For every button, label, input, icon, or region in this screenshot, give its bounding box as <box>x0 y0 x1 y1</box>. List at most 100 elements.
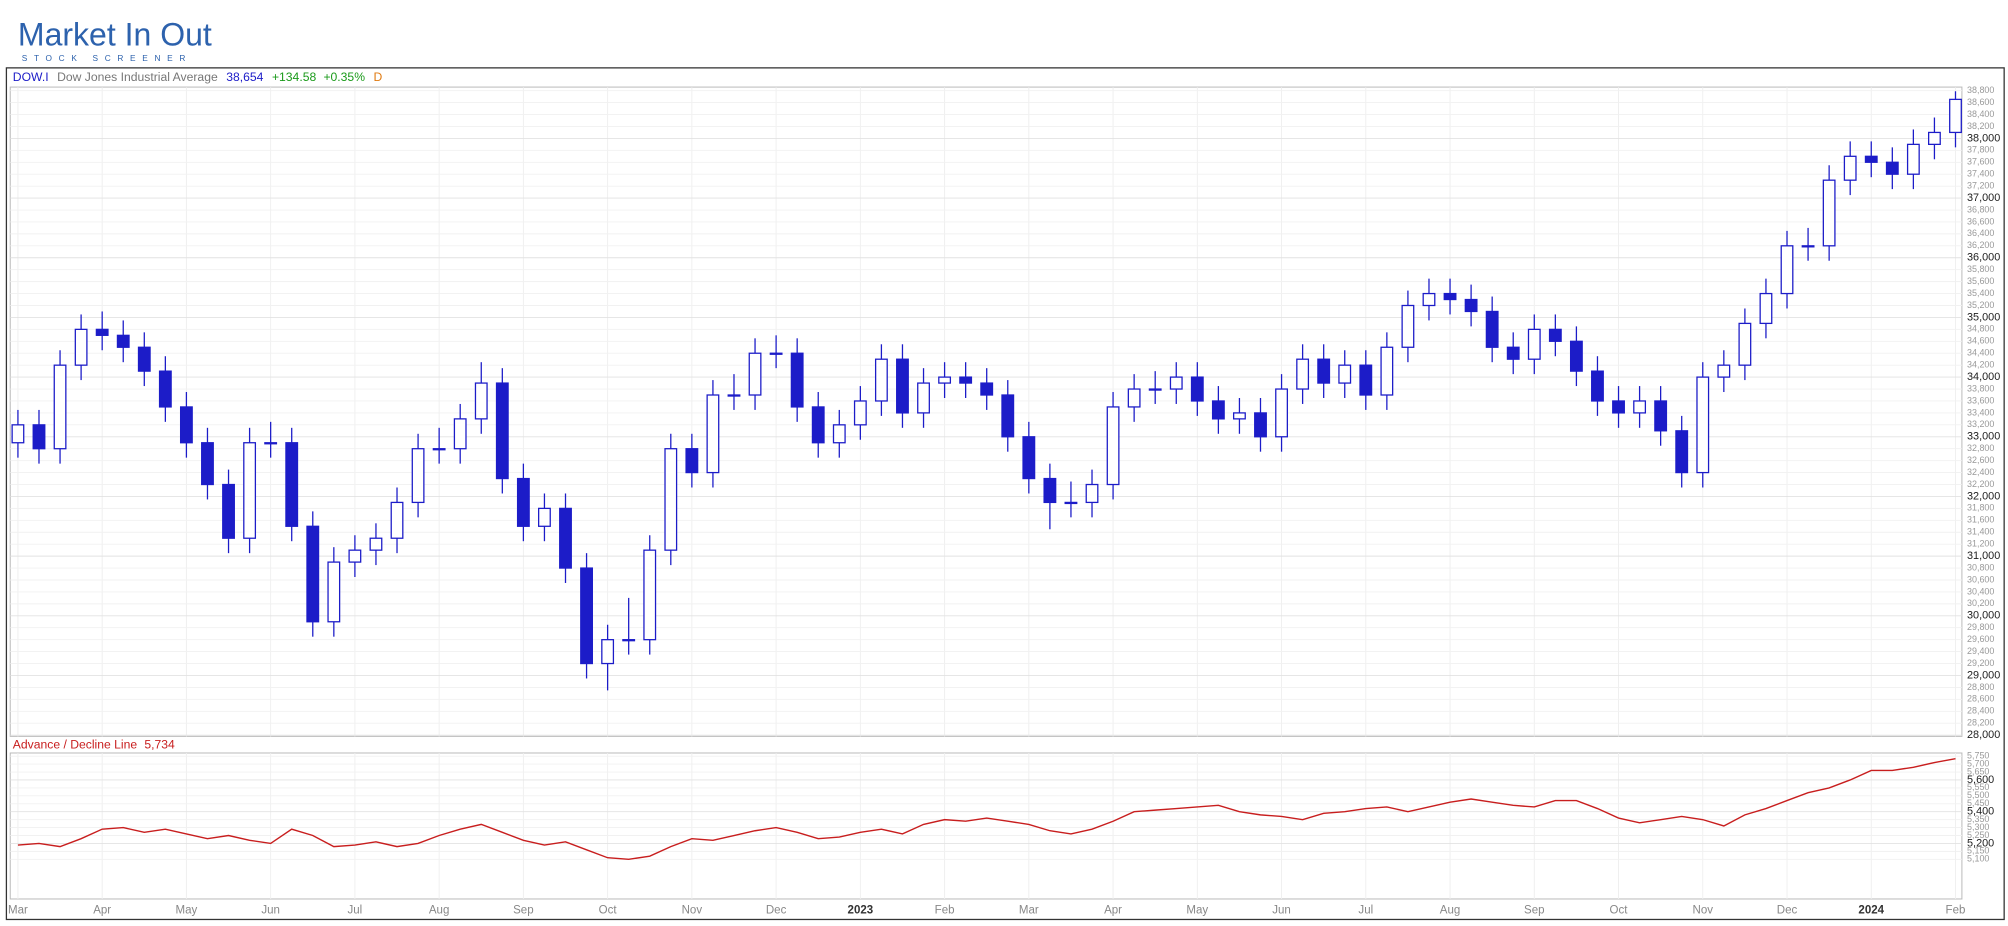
x-tick-label: Oct <box>599 905 618 917</box>
y-tick-label: 28,800 <box>1967 682 1994 692</box>
y-tick-label: 30,200 <box>1967 598 1994 608</box>
y-tick-label: 5,600 <box>1967 774 1994 786</box>
x-tick-label: Oct <box>1610 905 1629 917</box>
x-tick-label: May <box>176 905 198 917</box>
symbol: DOW.I <box>13 70 49 84</box>
y-tick-label: 5,400 <box>1967 806 1994 818</box>
candle-body <box>32 424 46 450</box>
x-tick-label: Mar <box>1019 905 1039 917</box>
y-tick-label: 5,450 <box>1967 798 1989 808</box>
candle-body <box>369 537 383 551</box>
candle-body <box>1211 400 1225 420</box>
x-tick-label: Feb <box>1946 905 1966 917</box>
y-tick-label: 33,800 <box>1967 383 1994 393</box>
candle-body <box>1359 364 1373 396</box>
candle-body <box>1506 346 1520 360</box>
y-tick-label: 36,600 <box>1967 216 1994 226</box>
y-tick-label: 31,600 <box>1967 515 1994 525</box>
period: D <box>374 70 383 84</box>
y-tick-label: 34,400 <box>1967 348 1994 358</box>
y-tick-label: 33,000 <box>1967 431 2000 443</box>
candle-body <box>1190 376 1204 402</box>
candle-body <box>1906 143 1920 175</box>
x-tick-label: Jun <box>261 905 280 917</box>
x-tick-label: Nov <box>1693 905 1714 917</box>
candle-body <box>664 448 678 551</box>
y-tick-label: 37,000 <box>1967 192 2000 204</box>
candle-body <box>790 352 804 408</box>
candle-body <box>495 382 509 480</box>
candle-body <box>1085 483 1099 504</box>
candle-body <box>706 394 720 474</box>
y-tick-label: 5,300 <box>1967 822 1989 832</box>
candle-body <box>411 448 425 504</box>
x-tick-label: Nov <box>682 905 703 917</box>
y-tick-label: 35,000 <box>1967 311 2000 323</box>
candle-body <box>11 424 25 444</box>
x-tick-label: Dec <box>766 905 787 917</box>
y-tick-label: 5,550 <box>1967 782 1989 792</box>
candle-body <box>74 328 88 366</box>
candle-body <box>1696 376 1710 474</box>
y-tick-label: 30,800 <box>1967 562 1994 572</box>
candle-body <box>1422 292 1436 307</box>
y-tick-label: 38,400 <box>1967 109 1994 119</box>
candle-body <box>390 501 404 539</box>
candle-body <box>1148 388 1162 391</box>
x-tick-label: Jul <box>348 905 363 917</box>
candle-body <box>1296 358 1310 390</box>
instrument-name: Dow Jones Industrial Average <box>57 70 218 84</box>
ad-plot-area <box>9 752 1963 900</box>
y-tick-label: 31,800 <box>1967 503 1994 513</box>
logo-tagline: STOCK SCREENER <box>22 53 192 63</box>
candle-body <box>1780 245 1794 295</box>
y-tick-label: 36,200 <box>1967 240 1994 250</box>
y-tick-label: 29,800 <box>1967 622 1994 632</box>
candle-body <box>1738 322 1752 366</box>
y-tick-label: 38,800 <box>1967 85 1994 95</box>
candle-body <box>1338 364 1352 384</box>
y-tick-label: 34,800 <box>1967 324 1994 334</box>
y-tick-label: 29,000 <box>1967 669 2000 681</box>
y-tick-label: 32,000 <box>1967 490 2000 502</box>
y-tick-label: 5,250 <box>1967 830 1989 840</box>
candle-body <box>327 561 341 623</box>
candle-body <box>285 442 299 527</box>
x-tick-label: May <box>1186 905 1208 917</box>
ad-last: 5,734 <box>144 738 175 752</box>
x-tick-label: Aug <box>1440 905 1461 917</box>
x-tick-label: Feb <box>935 905 955 917</box>
candle-body <box>580 567 593 665</box>
y-tick-label: 5,500 <box>1967 790 1989 800</box>
candle-body <box>1633 400 1647 414</box>
y-tick-label: 30,000 <box>1967 610 2000 622</box>
candle-body <box>1127 388 1141 408</box>
candle-body <box>474 382 488 420</box>
candle-body <box>1401 304 1415 348</box>
y-tick-label: 35,800 <box>1967 264 1994 274</box>
y-tick-label: 37,600 <box>1967 157 1994 167</box>
y-tick-label: 38,000 <box>1967 132 2000 144</box>
candle-body <box>1106 406 1120 486</box>
price-header: DOW.I Dow Jones Industrial Average 38,65… <box>13 70 383 84</box>
y-tick-label: 34,000 <box>1967 371 2000 383</box>
candle-body <box>832 424 846 444</box>
candle-body <box>453 418 467 450</box>
x-tick-label: Sep <box>1524 905 1545 917</box>
y-tick-label: 32,600 <box>1967 455 1994 465</box>
candle-body <box>1885 161 1899 175</box>
candle-body <box>1548 328 1562 342</box>
y-tick-label: 5,200 <box>1967 837 1994 849</box>
ad-title: Advance / Decline Line <box>13 738 138 752</box>
candle-body <box>158 370 172 408</box>
last-price: 38,654 <box>226 70 263 84</box>
candle-body <box>201 442 214 486</box>
candle-body <box>1064 501 1078 505</box>
candle-body <box>1864 155 1878 163</box>
y-tick-label: 33,200 <box>1967 419 1994 429</box>
candle-body <box>559 507 572 569</box>
logo-name[interactable]: Market In Out <box>18 17 212 53</box>
candle-body <box>95 328 109 336</box>
y-tick-label: 28,600 <box>1967 694 1994 704</box>
